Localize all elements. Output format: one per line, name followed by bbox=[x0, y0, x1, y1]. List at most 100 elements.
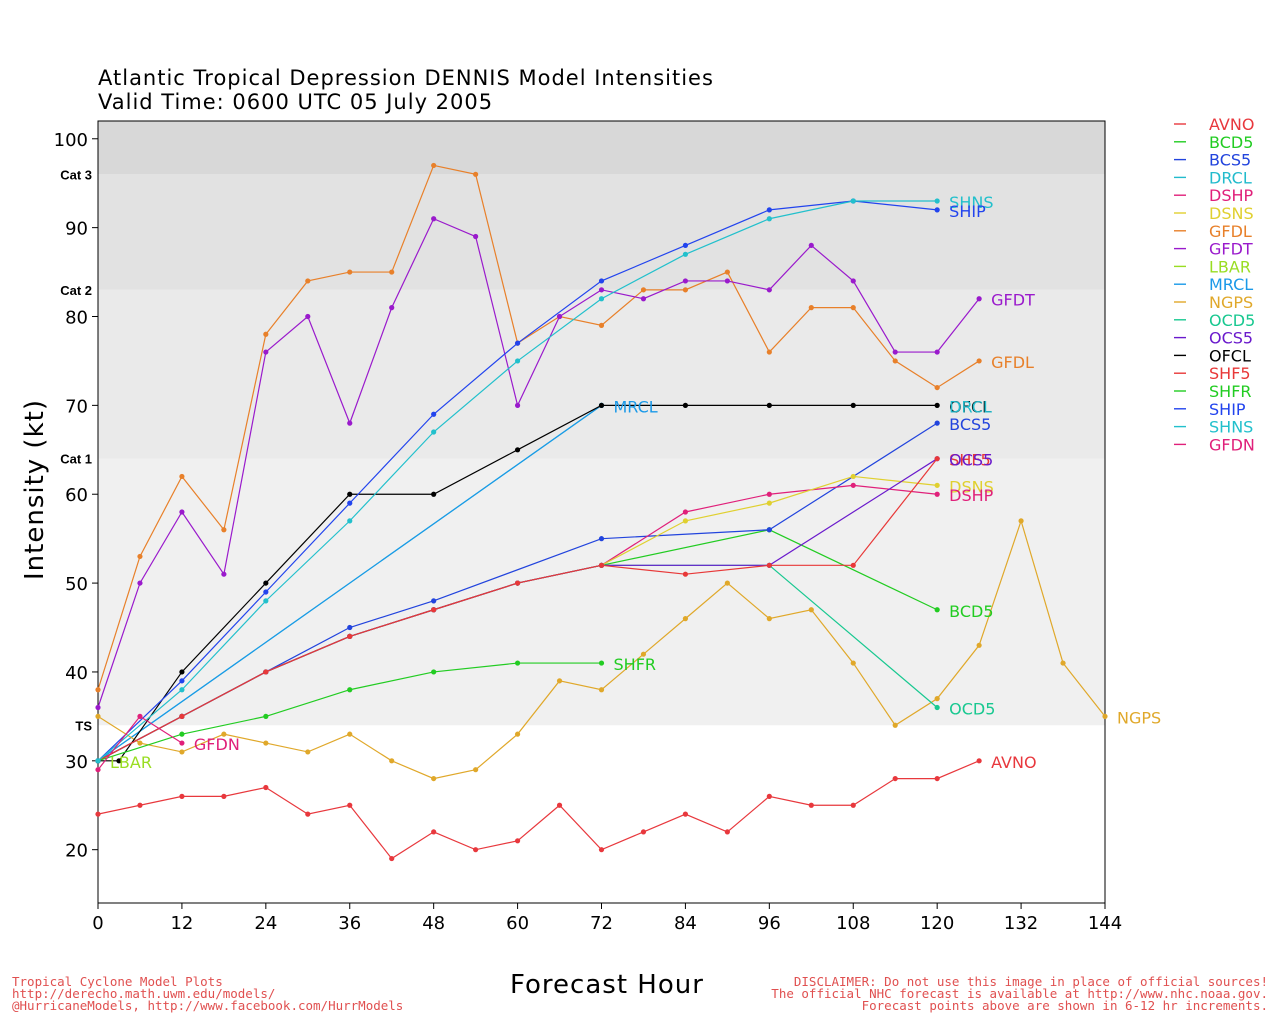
data-point-ship bbox=[598, 278, 605, 284]
legend-label: SHF5 bbox=[1209, 364, 1251, 383]
data-point-ngps bbox=[1060, 660, 1066, 666]
data-point-gfdl bbox=[850, 305, 856, 311]
data-point-dshp bbox=[766, 491, 772, 497]
data-point-avno bbox=[892, 775, 898, 782]
data-point-avno bbox=[682, 811, 689, 817]
y-tick-label: 40 bbox=[65, 663, 88, 684]
data-point-ofcl bbox=[850, 402, 856, 408]
data-point-ship bbox=[347, 500, 353, 506]
x-tick-label: 84 bbox=[674, 913, 697, 934]
data-point-gfdl bbox=[389, 269, 395, 275]
data-point-gfdt bbox=[724, 278, 730, 284]
data-point-shf5 bbox=[347, 633, 353, 640]
data-point-ofcl bbox=[598, 402, 605, 408]
x-tick-label: 96 bbox=[758, 913, 781, 934]
data-point-gfdl bbox=[808, 305, 814, 311]
data-point-gfdt bbox=[179, 509, 185, 515]
data-point-ngps bbox=[347, 731, 353, 737]
data-point-gfdl bbox=[598, 322, 605, 328]
x-tick-label: 0 bbox=[92, 913, 103, 934]
series-end-label: BCS5 bbox=[949, 415, 991, 434]
data-point-avno bbox=[221, 793, 227, 799]
data-point-ship bbox=[179, 678, 185, 684]
data-point-shf5 bbox=[850, 562, 856, 568]
footer-credit-line[interactable]: @HurricaneModels, http://www.facebook.co… bbox=[12, 998, 404, 1013]
legend-label: SHFR bbox=[1209, 382, 1252, 401]
data-point-gfdl bbox=[431, 162, 437, 169]
data-point-avno bbox=[514, 838, 521, 844]
y-tick-label: 30 bbox=[65, 752, 88, 773]
data-point-shfr bbox=[263, 713, 269, 719]
data-point-shfr bbox=[431, 669, 437, 675]
legend-label: NGPS bbox=[1209, 293, 1253, 312]
data-point-ship bbox=[766, 207, 772, 213]
data-point-ofcl bbox=[347, 491, 353, 497]
data-point-ship bbox=[431, 411, 437, 417]
data-point-bcs5 bbox=[347, 624, 353, 631]
series-line-gfdl bbox=[97, 164, 980, 690]
data-point-avno bbox=[850, 802, 856, 808]
series-end-label: AVNO bbox=[991, 753, 1036, 772]
series-end-label: NGPS bbox=[1117, 708, 1161, 727]
data-point-avno bbox=[598, 847, 605, 853]
data-point-gfdt bbox=[305, 313, 311, 320]
series-end-label: GFDN bbox=[194, 735, 240, 754]
data-point-ngps bbox=[976, 642, 982, 648]
chart-subtitle: Valid Time: 0600 UTC 05 July 2005 bbox=[98, 90, 494, 114]
data-point-shns bbox=[514, 358, 521, 364]
data-point-gfdl bbox=[892, 358, 898, 364]
data-point-gfdt bbox=[347, 420, 353, 426]
legend-label: GFDN bbox=[1209, 435, 1255, 454]
data-point-shns bbox=[766, 216, 772, 222]
data-point-ngps bbox=[556, 678, 563, 684]
legend-label: GFDL bbox=[1209, 222, 1252, 241]
data-point-ngps bbox=[137, 740, 143, 746]
x-tick-label: 72 bbox=[590, 913, 613, 934]
data-point-gfdl bbox=[179, 473, 185, 480]
data-point-shf5 bbox=[598, 562, 605, 568]
series-end-label: OFCL bbox=[949, 397, 991, 416]
x-tick-label: 12 bbox=[170, 913, 193, 934]
data-point-ngps bbox=[892, 722, 898, 728]
data-point-avno bbox=[305, 811, 311, 817]
data-point-avno bbox=[431, 829, 437, 835]
data-point-shf5 bbox=[514, 580, 521, 586]
data-point-shns bbox=[431, 429, 437, 435]
legend-label: MRCL bbox=[1209, 275, 1253, 294]
data-point-ngps bbox=[598, 687, 605, 693]
data-point-shfr bbox=[514, 660, 521, 666]
data-point-ngps bbox=[808, 607, 814, 613]
x-tick-label: 120 bbox=[920, 913, 954, 934]
data-point-gfdn bbox=[95, 767, 101, 773]
data-point-gfdl bbox=[934, 384, 940, 391]
legend-label: DRCL bbox=[1209, 168, 1252, 187]
data-point-shfr bbox=[179, 731, 185, 737]
footer-credits: Tropical Cyclone Model Plots http://dere… bbox=[12, 975, 404, 1013]
x-tick-label: 36 bbox=[338, 913, 361, 934]
data-point-gfdt bbox=[514, 402, 521, 408]
x-tick-label: 60 bbox=[506, 913, 529, 934]
data-point-shf5 bbox=[431, 607, 437, 613]
data-point-ofcl bbox=[263, 580, 269, 586]
data-point-gfdl bbox=[137, 553, 143, 560]
legend-label: BCS5 bbox=[1209, 151, 1251, 170]
y-tick-label: 60 bbox=[65, 485, 88, 506]
series-end-label: SHIP bbox=[949, 202, 986, 221]
series-end-label: OCS5 bbox=[949, 451, 993, 470]
category-label: Cat 1 bbox=[60, 452, 92, 467]
intensity-band bbox=[98, 289, 1105, 459]
footer-credit-line[interactable]: http://derecho.math.uwm.edu/models/ bbox=[12, 986, 276, 1001]
data-point-avno bbox=[766, 793, 772, 799]
data-point-ship bbox=[934, 207, 940, 213]
data-point-avno bbox=[347, 802, 353, 808]
legend-label: AVNO bbox=[1209, 115, 1254, 134]
series-end-label: GFDT bbox=[991, 291, 1035, 310]
data-point-dshp bbox=[934, 491, 940, 497]
data-point-shf5 bbox=[263, 669, 269, 675]
data-point-ofcl bbox=[766, 402, 772, 408]
data-point-ngps bbox=[766, 616, 772, 622]
data-point-ngps bbox=[473, 767, 479, 773]
data-point-shns bbox=[682, 251, 689, 257]
series-end-label: BCD5 bbox=[949, 602, 993, 621]
data-point-shns bbox=[95, 758, 101, 764]
